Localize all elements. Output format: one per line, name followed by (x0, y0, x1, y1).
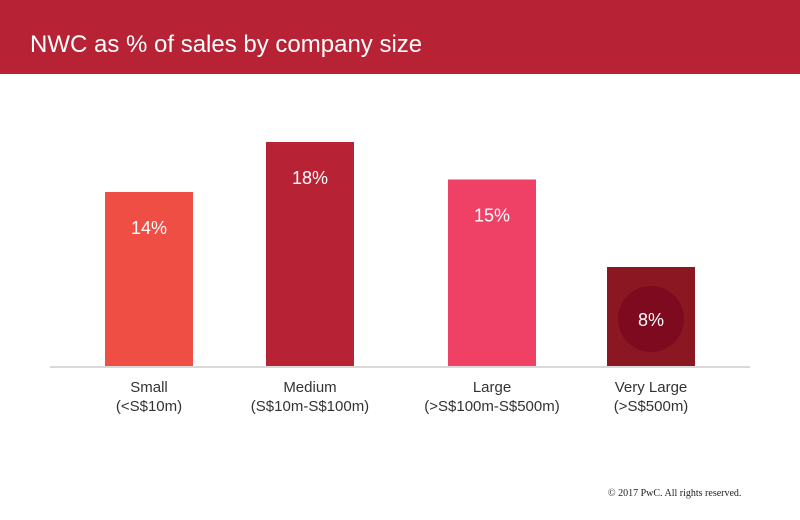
header-banner: NWC as % of sales by company size (0, 0, 800, 74)
category-label-medium-line1: Medium (283, 379, 336, 396)
category-label-large-line2: (>S$100m-S$500m) (424, 398, 559, 415)
category-label-small-line2: (<S$10m) (116, 398, 182, 415)
category-label-large-line1: Large (473, 379, 511, 396)
bar-large (448, 179, 536, 367)
category-label-medium-line2: (S$10m-S$100m) (251, 398, 369, 415)
category-label-small-line1: Small (130, 379, 168, 396)
data-label-very-large: 8% (638, 310, 664, 330)
data-label-large: 15% (474, 206, 510, 226)
category-label-very-large-line1: Very Large (615, 379, 688, 396)
copyright-notice: © 2017 PwC. All rights reserved. (608, 488, 742, 499)
data-label-small: 14% (131, 218, 167, 238)
category-label-very-large-line2: (>S$500m) (614, 398, 689, 415)
data-label-medium: 18% (292, 168, 328, 188)
bar-small (105, 192, 193, 367)
bar-medium (266, 142, 354, 367)
bar-chart: 14% 18% 15% 8% Small (<S$10m) Medium (S$10m-S$… (50, 142, 750, 415)
chart-title: NWC as % of sales by company size (30, 31, 423, 58)
highlight-circle (618, 286, 684, 352)
